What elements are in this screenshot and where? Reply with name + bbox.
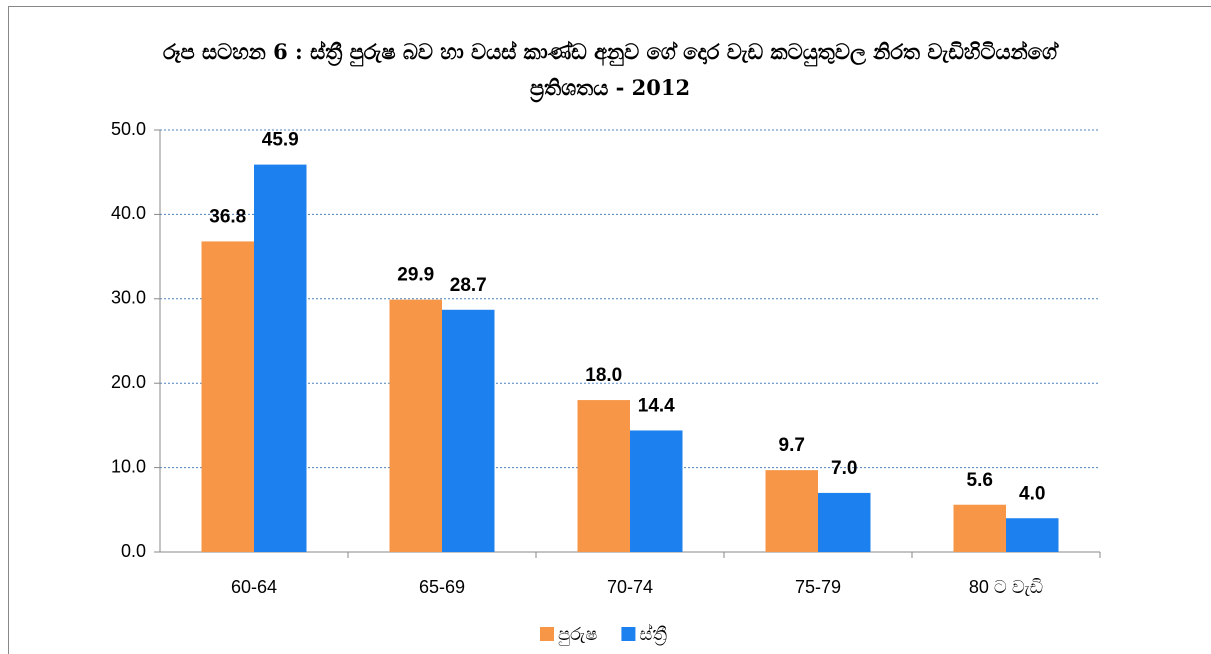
y-tick-label: 0.0: [121, 541, 146, 561]
data-label: 5.6: [967, 470, 993, 491]
data-label: 36.8: [209, 206, 246, 227]
data-label: 7.0: [831, 458, 857, 479]
y-tick-label: 20.0: [111, 372, 146, 392]
bar: [442, 309, 495, 552]
bar: [765, 470, 818, 552]
y-tick-label: 10.0: [111, 456, 146, 476]
x-tick-label: 65-69: [419, 577, 465, 597]
data-label: 28.7: [450, 275, 487, 296]
bar: [389, 299, 442, 552]
x-tick-label: 75-79: [795, 577, 841, 597]
x-tick-label: 60-64: [231, 577, 277, 597]
y-tick-label: 50.0: [111, 119, 146, 139]
legend-label: ස්ත්‍රී: [639, 624, 667, 645]
data-label: 9.7: [779, 435, 805, 456]
y-tick-label: 40.0: [111, 203, 146, 223]
data-label: 18.0: [585, 365, 622, 386]
legend-swatch: [540, 627, 554, 641]
x-tick-label: 80 ට වැඩි: [969, 577, 1043, 597]
data-label: 4.0: [1019, 483, 1045, 504]
bar: [1006, 518, 1059, 552]
bar: [254, 164, 307, 552]
bar: [630, 430, 683, 552]
legend-label: පුරුෂ: [558, 624, 597, 645]
chart-border: [8, 6, 1211, 654]
bar: [953, 504, 1006, 552]
bar: [577, 400, 630, 552]
data-label: 29.9: [397, 265, 434, 286]
bar: [818, 492, 871, 552]
data-label: 14.4: [638, 395, 675, 416]
chart-title: රූප සටහන 6 : ස්ත්‍රී පුරුෂ බව හා වයස් කා…: [162, 39, 1057, 100]
x-tick-label: 70-74: [607, 577, 653, 597]
bar: [201, 241, 254, 552]
data-label: 45.9: [262, 130, 299, 151]
y-tick-label: 30.0: [111, 288, 146, 308]
legend-swatch: [621, 627, 636, 641]
